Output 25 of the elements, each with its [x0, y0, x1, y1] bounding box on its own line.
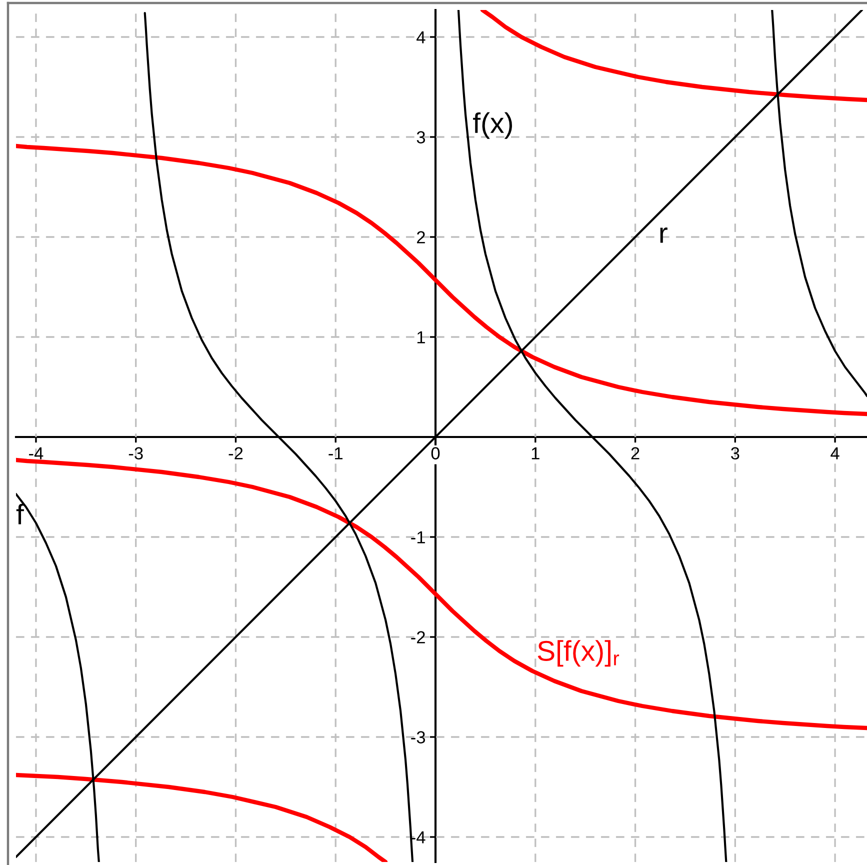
line-series	[16, 458, 867, 730]
x-tick-label: 1	[532, 447, 540, 460]
x-tick-label: 2	[631, 447, 640, 460]
y-tick-label: -1	[411, 531, 425, 544]
annotation: S[f(x)]$_{r}$	[538, 640, 620, 667]
annotation: r	[660, 227, 668, 243]
x-tick-label: 4	[830, 447, 840, 460]
annotation: f(x)	[473, 112, 512, 139]
x-tick-label: 0	[431, 447, 440, 460]
y-tick-label: 4	[416, 31, 426, 44]
x-tick-label: -4	[29, 447, 44, 460]
x-tick-label: -1	[328, 447, 342, 460]
y-tick-label: -4	[411, 831, 426, 844]
x-tick-label: -2	[228, 447, 243, 460]
y-tick-label: 2	[417, 231, 425, 244]
line-series	[16, 772, 388, 862]
annotation: f	[16, 504, 24, 524]
y-tick-label: -3	[411, 731, 426, 744]
line-series	[480, 10, 867, 102]
y-tick-label: 3	[416, 131, 426, 144]
y-tick-label: 1	[417, 331, 425, 344]
x-tick-label: -3	[128, 447, 143, 460]
y-tick-label: -2	[411, 631, 425, 644]
x-tick-label: 3	[730, 447, 740, 460]
line-series	[16, 144, 867, 416]
